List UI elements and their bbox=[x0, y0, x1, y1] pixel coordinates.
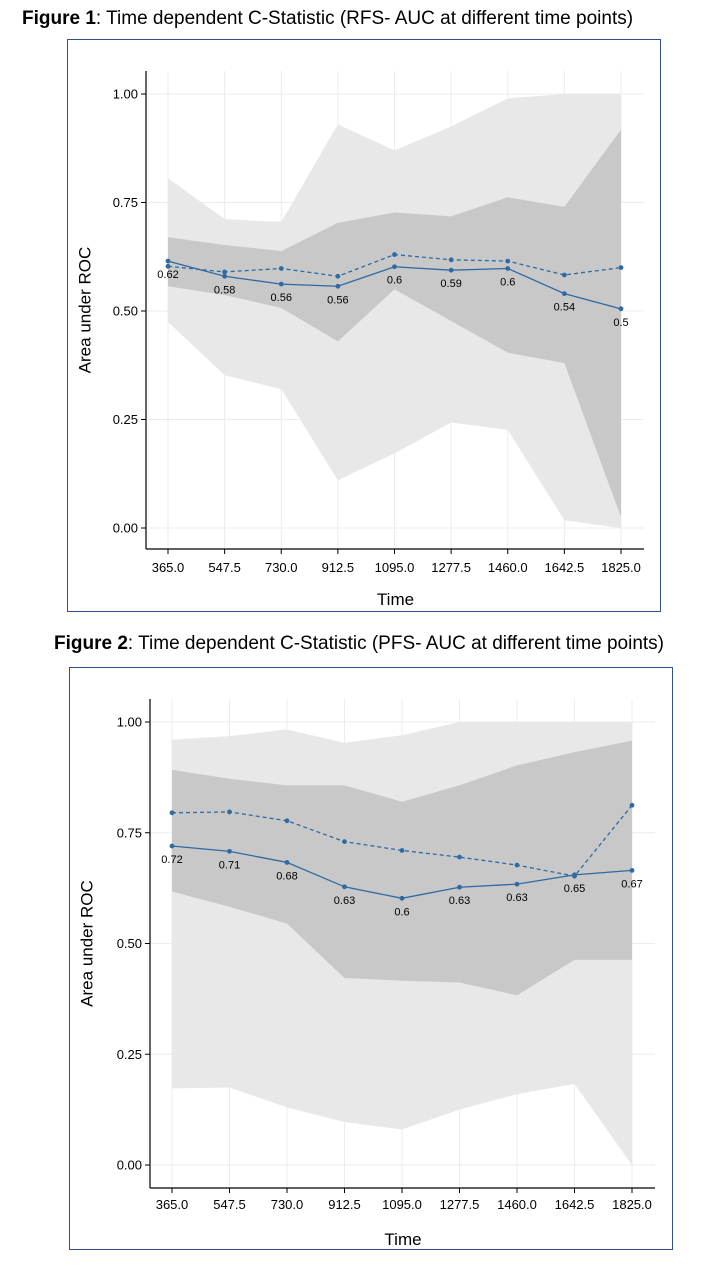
y-tick-label: 0.25 bbox=[113, 412, 138, 427]
solid-series-point bbox=[284, 860, 290, 865]
solid-series-point bbox=[278, 281, 284, 287]
x-tick-label: 730.0 bbox=[265, 560, 298, 575]
x-axis-title: Time bbox=[384, 1230, 421, 1249]
dashed-series-point bbox=[629, 802, 635, 808]
x-tick-label: 1460.0 bbox=[497, 1197, 537, 1212]
figure-2-chart: 0.72 0.71 0.68 0.63 0.6 0.63 0.63 0.65 0.67 0.00 0… bbox=[77, 699, 655, 1249]
data-label: 0.67 bbox=[621, 878, 642, 890]
figure-1-title: Figure 1: Time dependent C-Statistic (RF… bbox=[22, 8, 633, 30]
data-label: 0.54 bbox=[554, 302, 575, 314]
solid-series-point bbox=[448, 267, 454, 273]
data-label: 0.62 bbox=[157, 269, 178, 281]
solid-series-point bbox=[629, 868, 635, 873]
dashed-series-point bbox=[222, 269, 228, 275]
x-tick-label: 1460.0 bbox=[488, 560, 528, 575]
solid-series-point bbox=[514, 881, 520, 887]
y-tick-label: 1.00 bbox=[117, 715, 142, 730]
y-tick-label: 0.50 bbox=[117, 936, 142, 951]
y-tick-label: 0.75 bbox=[113, 195, 138, 210]
x-tick-label: 1277.5 bbox=[440, 1197, 480, 1212]
x-tick-label: 912.5 bbox=[328, 1197, 361, 1212]
inner-confidence-band bbox=[168, 129, 621, 518]
x-tick-label: 365.0 bbox=[152, 560, 185, 575]
figure-2-caption: : Time dependent C-Statistic (PFS- AUC a… bbox=[127, 633, 664, 654]
data-label: 0.65 bbox=[564, 883, 585, 895]
y-tick-label: 0.00 bbox=[117, 1158, 142, 1173]
dashed-series-point bbox=[227, 809, 232, 815]
y-tick-label: 0.25 bbox=[117, 1047, 142, 1062]
x-tick-label: 730.0 bbox=[271, 1197, 304, 1212]
dashed-series-point bbox=[278, 266, 284, 271]
x-tick-label: 1277.5 bbox=[431, 560, 471, 575]
dashed-series-point bbox=[514, 862, 520, 868]
solid-series-point bbox=[392, 264, 397, 270]
figure-1-caption: : Time dependent C-Statistic (RFS- AUC a… bbox=[95, 8, 634, 29]
solid-series-point bbox=[169, 843, 175, 849]
x-tick-label: 1642.5 bbox=[544, 560, 584, 575]
data-label: 0.56 bbox=[271, 292, 292, 304]
x-tick-label: 1095.0 bbox=[382, 1197, 422, 1212]
y-tick-label: 0.00 bbox=[113, 521, 138, 536]
solid-series-point bbox=[342, 884, 347, 890]
inner-confidence-band bbox=[172, 740, 632, 996]
solid-series-point bbox=[618, 306, 624, 312]
y-tick-label: 0.75 bbox=[117, 825, 142, 840]
data-label: 0.6 bbox=[500, 276, 515, 288]
solid-series-point bbox=[227, 848, 232, 854]
y-axis-title: Area under ROC bbox=[75, 247, 94, 374]
y-tick-label: 0.50 bbox=[113, 304, 138, 319]
data-label: 0.6 bbox=[394, 906, 409, 918]
dashed-series-point bbox=[448, 257, 454, 263]
x-axis-title: Time bbox=[377, 590, 414, 609]
figure-1-chart-panel: 0.62 0.58 0.56 0.56 0.6 0.59 0.6 0.54 0.5 0.00 0.2… bbox=[67, 39, 661, 612]
data-label: 0.72 bbox=[161, 854, 182, 866]
dashed-series-point bbox=[342, 839, 347, 845]
data-label: 0.56 bbox=[327, 294, 348, 306]
data-label: 0.63 bbox=[334, 895, 355, 907]
dashed-series-point bbox=[165, 263, 171, 269]
solid-series-point bbox=[561, 291, 567, 297]
figure-2-title: Figure 2: Time dependent C-Statistic (PF… bbox=[54, 633, 664, 655]
x-tick-label: 547.5 bbox=[208, 560, 241, 575]
dashed-series-point bbox=[392, 252, 397, 257]
solid-series-point bbox=[399, 895, 405, 901]
x-tick-label: 1825.0 bbox=[601, 560, 641, 575]
dashed-series-point bbox=[399, 848, 405, 853]
figure-1-chart: 0.62 0.58 0.56 0.56 0.6 0.59 0.6 0.54 0.5 0.00 0.2… bbox=[75, 71, 644, 609]
x-tick-label: 1825.0 bbox=[612, 1197, 652, 1212]
figure-1-label: Figure 1 bbox=[22, 8, 96, 29]
x-tick-label: 912.5 bbox=[322, 560, 355, 575]
y-tick-label: 1.00 bbox=[113, 87, 138, 102]
dashed-series-point bbox=[335, 273, 341, 279]
dashed-series-point bbox=[284, 818, 290, 824]
dashed-series-point bbox=[169, 810, 175, 816]
dashed-series-point bbox=[618, 265, 624, 270]
x-tick-label: 365.0 bbox=[156, 1197, 189, 1212]
x-tick-label: 547.5 bbox=[213, 1197, 246, 1212]
data-label: 0.58 bbox=[214, 284, 235, 296]
x-tick-label: 1095.0 bbox=[375, 560, 415, 575]
y-axis-title: Area under ROC bbox=[77, 880, 96, 1007]
dashed-series-point bbox=[561, 272, 567, 278]
data-label: 0.59 bbox=[440, 278, 461, 290]
data-label: 0.6 bbox=[387, 275, 402, 287]
data-label: 0.71 bbox=[219, 859, 240, 871]
solid-series-point bbox=[165, 258, 171, 264]
solid-series-point bbox=[335, 283, 341, 289]
solid-series-point bbox=[457, 884, 462, 890]
data-label: 0.63 bbox=[506, 892, 527, 904]
solid-series-point bbox=[505, 266, 511, 271]
x-tick-label: 1642.5 bbox=[555, 1197, 595, 1212]
data-label: 0.5 bbox=[613, 317, 628, 329]
dashed-series-point bbox=[572, 873, 577, 879]
solid-series-point bbox=[222, 273, 228, 279]
dashed-series-point bbox=[457, 854, 462, 860]
figure-2-chart-panel: 0.72 0.71 0.68 0.63 0.6 0.63 0.63 0.65 0.67 0.00 0… bbox=[69, 667, 673, 1250]
data-label: 0.68 bbox=[276, 870, 297, 882]
data-label: 0.63 bbox=[449, 895, 470, 907]
figure-2-label: Figure 2 bbox=[54, 633, 128, 654]
dashed-series-point bbox=[505, 258, 511, 264]
